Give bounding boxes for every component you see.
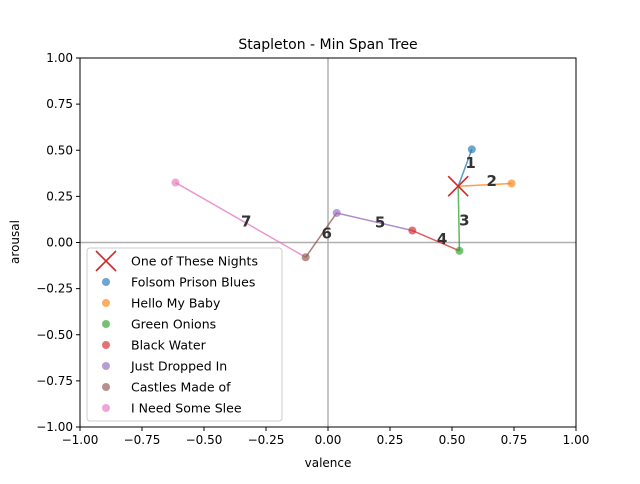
axes: −1.00−1.00 −0.75 −0.75 −0.50 −0.50 −0.25 −0.25… xyxy=(36,51,589,447)
edge-line-3 xyxy=(457,186,461,251)
x-tick-label: 0.00 xyxy=(315,433,342,447)
legend-label: Hello My Baby xyxy=(131,296,221,311)
edge-line-6 xyxy=(305,212,338,258)
y-tick-label: −0.50 xyxy=(36,328,73,342)
data-point-6 xyxy=(301,253,310,262)
data-point-7 xyxy=(171,178,180,187)
edge-line-5 xyxy=(336,212,413,232)
y-tick-label: 0.50 xyxy=(46,143,73,157)
y-tick-label: −1.00 xyxy=(36,420,73,434)
legend-marker xyxy=(102,341,110,349)
x-tick-label: −0.50 xyxy=(186,433,223,447)
legend-label: Just Dropped In xyxy=(130,359,227,374)
y-axis-label: arousal xyxy=(8,220,22,264)
edge-label-1: 1 xyxy=(465,154,475,172)
x-tick-label: 0.50 xyxy=(439,433,466,447)
x-tick-label: 1.00 xyxy=(563,433,590,447)
legend-label: One of These Nights xyxy=(131,254,258,269)
legend-marker xyxy=(102,278,110,286)
edge-label-5: 5 xyxy=(375,213,385,231)
legend-marker-x-b xyxy=(95,250,117,272)
y-tick-label: −0.25 xyxy=(36,282,73,296)
x-tick-label: −1.00 xyxy=(62,433,99,447)
edge-line-7 xyxy=(175,181,307,258)
data-point-3 xyxy=(455,246,464,255)
edge-line-4 xyxy=(412,229,460,252)
edge-label-6: 6 xyxy=(322,224,332,242)
legend-marker xyxy=(102,404,110,412)
edge-line-2 xyxy=(458,182,512,187)
data-point-2 xyxy=(507,179,516,188)
x-tick-label: 0.75 xyxy=(501,433,528,447)
data-point-5 xyxy=(332,208,341,217)
x-tick-label: −0.75 xyxy=(124,433,161,447)
legend: One of These Nights Folsom Prison Blues He… xyxy=(86,247,283,422)
y-tick-label: 0.25 xyxy=(46,189,73,203)
x-tick-label: 0.25 xyxy=(377,433,404,447)
edge-label-7: 7 xyxy=(241,212,251,230)
y-tick-label: −0.75 xyxy=(36,374,73,388)
legend-marker xyxy=(102,362,110,370)
legend-label: Castles Made of xyxy=(131,380,231,395)
data-point-1 xyxy=(467,145,476,154)
legend-label: Green Onions xyxy=(131,317,216,332)
legend-label: Black Water xyxy=(131,338,207,353)
edge-label-2: 2 xyxy=(486,172,496,190)
legend-box xyxy=(86,247,283,422)
edge-label-4: 4 xyxy=(437,230,447,248)
y-tick-label: 1.00 xyxy=(46,51,73,65)
y-tick-label: 0.75 xyxy=(46,97,73,111)
x-axis-label: valence xyxy=(305,456,352,470)
legend-marker xyxy=(102,320,110,328)
data-point-4 xyxy=(408,226,417,235)
edge-label-3: 3 xyxy=(459,211,469,229)
legend-label: I Need Some Slee xyxy=(131,401,242,416)
x-tick-label: −0.25 xyxy=(248,433,285,447)
center-marker-stroke-b xyxy=(447,175,469,197)
legend-label: Folsom Prison Blues xyxy=(131,275,255,290)
legend-marker xyxy=(102,299,110,307)
edge-line-1 xyxy=(457,149,473,187)
chart-title: Stapleton - Min Span Tree xyxy=(238,37,417,53)
y-tick-label: 0.00 xyxy=(46,236,73,250)
legend-marker xyxy=(102,383,110,391)
